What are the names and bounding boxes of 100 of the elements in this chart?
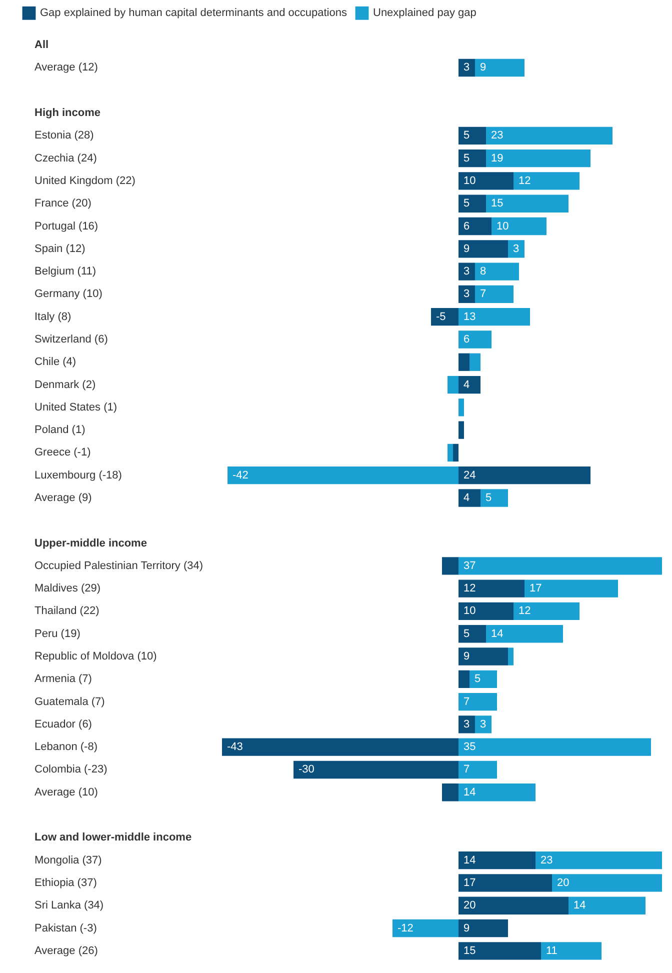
y-tick-label: Belgium (11): [34, 266, 96, 278]
data-label: 3: [513, 242, 520, 255]
data-label: 9: [464, 922, 470, 934]
bar: [458, 738, 651, 756]
y-tick-label: Poland (1): [34, 424, 86, 436]
bar: [458, 760, 497, 779]
bar: [514, 602, 580, 620]
bar: [486, 194, 568, 212]
data-label: 14: [464, 854, 476, 866]
bar: [470, 353, 480, 371]
bar: [458, 851, 536, 870]
y-tick-label: Lebanon (-8): [34, 741, 98, 754]
bar: [228, 466, 458, 484]
data-label: 3: [464, 266, 470, 278]
y-tick-label: Low and lower-middle income: [34, 832, 192, 844]
y-tick-label: Average (9): [34, 492, 92, 504]
legend-label: Gap explained by human capital determinants and occupations: [40, 7, 348, 20]
y-tick-label: Colombia (-23): [34, 764, 108, 776]
bar: [458, 353, 470, 371]
bar: [458, 625, 486, 643]
data-label: 20: [464, 900, 476, 912]
data-label: 6: [464, 333, 470, 346]
bar: [458, 784, 536, 802]
bar: [222, 738, 458, 756]
data-label: 14: [574, 900, 586, 912]
data-label: 9: [464, 650, 470, 663]
bar: [458, 172, 514, 190]
y-tick-label: Denmark (2): [34, 378, 96, 391]
bar: [458, 942, 541, 960]
data-label: -30: [298, 764, 314, 776]
bar: [458, 919, 508, 938]
bar: [475, 716, 492, 734]
bar: [508, 240, 524, 258]
y-tick-label: Spain (12): [34, 242, 86, 255]
y-tick-label: Italy (8): [34, 310, 72, 323]
y-tick-label: Republic of Moldova (10): [34, 650, 157, 663]
bar: [524, 580, 618, 598]
y-tick-label: Chile (4): [34, 356, 76, 368]
bar: [294, 760, 458, 779]
data-label: 14: [464, 786, 476, 798]
bar: [458, 580, 524, 598]
bar: [431, 308, 458, 326]
y-tick-label: Guatemala (7): [34, 696, 105, 708]
bar: [458, 421, 464, 439]
bar: [458, 217, 492, 236]
legend-label: Unexplained pay gap: [373, 7, 476, 20]
y-tick-label: All: [34, 39, 49, 52]
bar: [458, 489, 480, 507]
y-tick-label: Mongolia (37): [34, 854, 102, 866]
data-label: 6: [464, 220, 470, 232]
y-tick-label: High income: [34, 107, 101, 120]
data-label: 17: [464, 876, 476, 889]
data-label: 5: [474, 673, 481, 686]
bar: [480, 489, 508, 507]
data-label: 10: [464, 174, 476, 187]
bar: [470, 670, 497, 688]
bar: [442, 557, 458, 575]
data-label: 4: [464, 378, 470, 391]
bar: [458, 670, 470, 688]
y-tick-label: Sri Lanka (34): [34, 900, 104, 912]
bar: [453, 444, 458, 462]
data-label: 3: [480, 718, 486, 730]
bar: [486, 126, 612, 145]
bar: [536, 851, 662, 870]
data-label: 12: [518, 174, 531, 187]
bar: [442, 784, 458, 802]
y-tick-label: Thailand (22): [34, 605, 100, 618]
y-tick-label: Average (26): [34, 944, 98, 957]
data-label: -42: [232, 469, 248, 482]
bar: [458, 58, 475, 77]
bar: [458, 602, 514, 620]
data-label: 10: [464, 605, 476, 618]
data-label: 7: [464, 696, 470, 708]
data-label: 12: [518, 605, 531, 618]
y-tick-label: Upper-middle income: [34, 537, 147, 550]
y-tick-label: United States (1): [34, 401, 118, 414]
data-label: -5: [436, 310, 446, 323]
data-label: 3: [464, 62, 470, 74]
y-tick-label: Ecuador (6): [34, 718, 92, 730]
bar: [492, 217, 546, 236]
data-label: 12: [464, 582, 476, 595]
y-tick-label: Average (12): [34, 62, 98, 74]
bar: [458, 692, 497, 711]
data-label: 5: [464, 130, 470, 142]
bar: [458, 874, 552, 892]
data-label: 37: [464, 560, 476, 572]
data-label: 7: [464, 764, 470, 776]
bar: [392, 919, 458, 938]
bar: [458, 330, 492, 348]
data-label: 24: [464, 469, 476, 482]
bar: [458, 896, 568, 914]
data-label: 3: [464, 288, 470, 300]
bar: [508, 648, 514, 666]
bar: [458, 194, 486, 212]
y-tick-label: Pakistan (-3): [34, 922, 97, 934]
bar: [458, 376, 480, 394]
bar: [458, 648, 508, 666]
y-tick-label: Germany (10): [34, 288, 102, 300]
bar: [458, 398, 464, 416]
data-label: 5: [464, 628, 470, 640]
